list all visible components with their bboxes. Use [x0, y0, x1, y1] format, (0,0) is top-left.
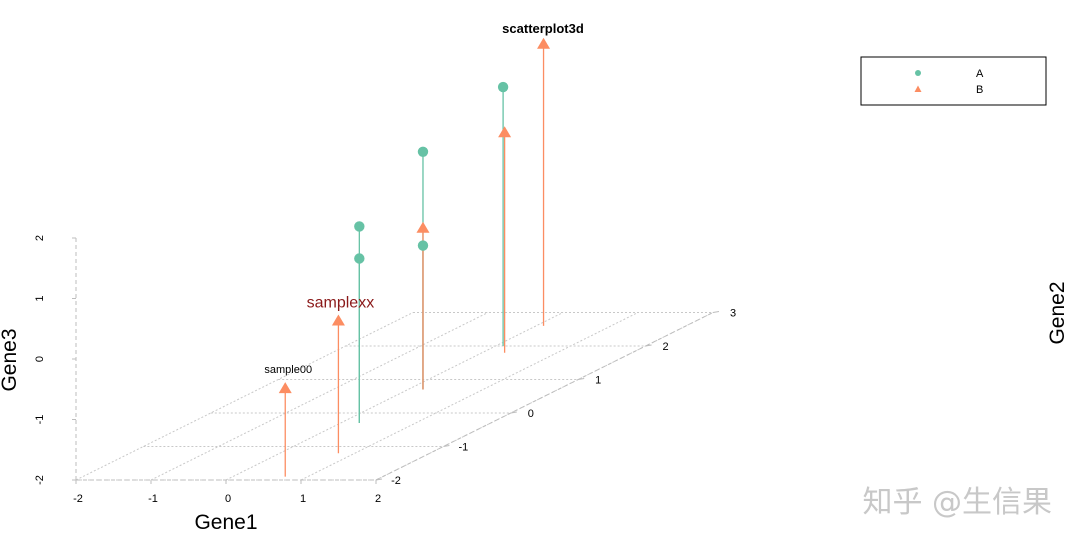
point-b [498, 126, 512, 138]
point-label-sample00: sample00 [264, 364, 312, 376]
legend-marker-b [914, 85, 922, 92]
grid-line-x [375, 312, 714, 481]
box-axes [75, 238, 714, 481]
point-a [497, 81, 509, 93]
y-tick-mark [510, 411, 517, 414]
z-axis-ticks: -2 -1 0 1 2 [34, 235, 76, 485]
point-label-samplexx: samplexx [307, 294, 375, 311]
x-tick-label: 2 [375, 493, 381, 505]
point-b [537, 37, 551, 49]
y-tick-label: 1 [595, 375, 601, 387]
grid-floor [75, 312, 714, 481]
point-b [278, 382, 292, 394]
x-tick-label: -2 [73, 493, 83, 505]
grid-line-x [75, 312, 414, 481]
x-axis-ticks: -2 -1 0 1 2 [73, 480, 381, 505]
y-tick-label: -2 [391, 475, 401, 487]
y-tick-mark [712, 311, 720, 313]
x-tick-label: 1 [300, 493, 306, 505]
grid-line-x [150, 312, 489, 481]
legend: A B [860, 56, 1047, 106]
z-tick-label: 2 [34, 235, 46, 241]
point-a [417, 146, 429, 157]
point-b [416, 221, 430, 233]
y-tick-mark [375, 478, 383, 481]
x-tick-label: 0 [225, 493, 231, 505]
point-a [354, 221, 365, 232]
y-tick-label: 2 [663, 341, 669, 353]
y-tick-label: 0 [528, 408, 534, 420]
legend-box [860, 56, 1047, 106]
grid-line-x [300, 312, 639, 481]
legend-label-b: B [976, 84, 983, 96]
point-b [331, 314, 345, 326]
z-axis-title: Gene3 [0, 328, 21, 391]
x-axis-title: Gene1 [194, 511, 257, 534]
chart-title: scatterplot3d [502, 21, 584, 36]
y-tick-label: 3 [730, 308, 736, 320]
data-points [278, 37, 551, 394]
z-tick-label: -1 [34, 415, 46, 425]
legend-marker-a [915, 70, 921, 76]
point-a [417, 240, 429, 251]
z-tick-label: -2 [34, 475, 46, 485]
y-tick-mark [443, 445, 450, 447]
y-tick-mark [578, 378, 585, 380]
watermark-text: 知乎 @生信果 [862, 485, 1052, 520]
drop-lines [284, 44, 545, 477]
y-tick-mark [645, 344, 652, 347]
y-axis-ticks: -2 -1 0 1 2 3 [375, 308, 736, 487]
z-tick-label: 0 [34, 356, 46, 362]
y-axis-title: Gene2 [1046, 281, 1069, 344]
legend-label-a: A [976, 68, 984, 80]
z-tick-label: 1 [34, 295, 46, 301]
grid-line-x [225, 312, 564, 481]
x-tick-label: -1 [148, 493, 158, 505]
point-a [354, 253, 365, 264]
point-labels: sample00 samplexx [264, 294, 374, 376]
y-tick-label: -1 [459, 442, 469, 454]
